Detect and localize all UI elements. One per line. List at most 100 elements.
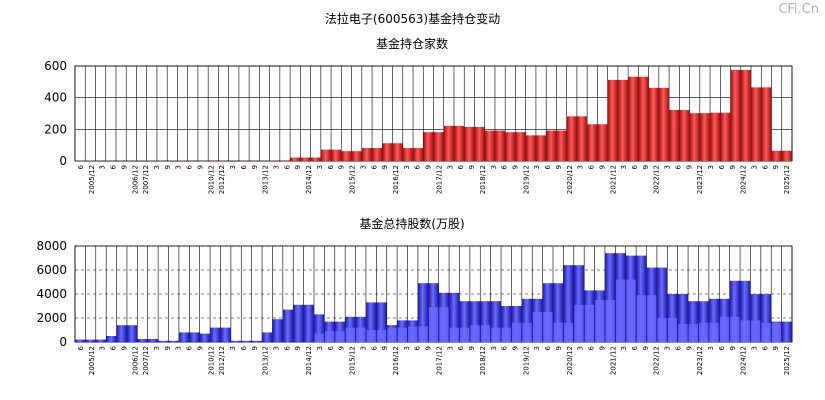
chart1-bar — [597, 124, 608, 161]
chart2-xtick-label: 3 — [664, 346, 672, 350]
chart1-xtick-label: 3 — [175, 165, 183, 169]
chart1-xtick-label: 2025/12 — [783, 165, 791, 194]
chart2-xtick-label: 6 — [544, 345, 552, 350]
chart2-xtick-label: 9 — [338, 346, 346, 350]
chart1-xtick-label: 3 — [99, 165, 107, 169]
chart2-xtick-label: 3 — [272, 346, 280, 350]
chart1-bar — [679, 110, 690, 161]
chart2-overlay-bar — [501, 327, 511, 342]
chart2-bar — [95, 339, 107, 342]
chart2-xtick-label: 3 — [316, 346, 324, 350]
chart1-bar — [638, 76, 649, 161]
chart1-xtick-label: 2022/12 — [653, 165, 661, 194]
chart1-bar — [372, 148, 383, 161]
chart2-bar — [220, 327, 231, 342]
chart2-overlay-bar — [771, 322, 782, 342]
chart1-bar — [669, 110, 680, 161]
chart2-xtick-label: 9 — [555, 346, 563, 350]
chart1-bar — [607, 79, 618, 161]
chart2-overlay-bar — [615, 279, 626, 342]
chart1-ytick-label: 400 — [44, 91, 67, 105]
chart2-overlay-bar — [667, 318, 678, 342]
chart2-overlay-bar — [397, 327, 408, 342]
chart2-ytick-label: 2000 — [36, 311, 67, 325]
chart1-bar — [331, 149, 342, 161]
chart1-xtick-label: 2012/12 — [218, 165, 226, 194]
chart2-xtick-label: 2023/12 — [696, 346, 704, 375]
chart2-xtick-label: 2024/12 — [740, 346, 748, 375]
chart2-overlay-bar — [626, 279, 636, 342]
chart2-bar — [480, 301, 491, 342]
chart1-bar — [351, 151, 362, 161]
chart2-xtick-label: 2006/12 — [131, 346, 139, 375]
chart2-xtick-label: 9 — [729, 346, 737, 350]
chart1-xtick-label: 9 — [120, 165, 128, 169]
chart2-overlay-bar — [418, 326, 428, 342]
chart1-bar — [494, 130, 506, 161]
chart2-xtick-label: 2025/12 — [783, 346, 791, 375]
chart1-bar — [423, 132, 434, 161]
chart1-xtick-label: 9 — [164, 165, 172, 169]
chart1-xtick-label: 9 — [642, 165, 650, 169]
chart2-xtick-label: 9 — [164, 346, 172, 350]
chart1-xtick-label: 9 — [511, 165, 519, 169]
chart2-xtick-label: 9 — [642, 346, 650, 350]
chart2-xtick-label: 6 — [674, 345, 682, 350]
chart2-title: 基金总持股数(万股) — [359, 216, 464, 231]
chart2-bar — [210, 327, 221, 342]
chart1-xtick-label: 2018/12 — [479, 165, 487, 194]
chart1-xtick-label: 6 — [588, 164, 596, 169]
chart1-bar — [556, 130, 567, 161]
chart2-bar — [708, 298, 720, 342]
chart2-xtick-label: 9 — [251, 346, 259, 350]
chart1-bar — [751, 87, 762, 161]
chart2-xtick-label: 3 — [533, 346, 541, 350]
chart1-xtick-label: 3 — [359, 165, 367, 169]
chart2-xtick-label: 3 — [750, 346, 758, 350]
chart2-bar — [501, 306, 512, 342]
chart2-overlay-bar — [376, 330, 387, 342]
chart2-xtick-label: 2014/12 — [305, 346, 313, 375]
chart2-bar — [729, 280, 741, 342]
chart1-title: 基金持仓家数 — [376, 36, 448, 51]
chart2-bar — [230, 340, 242, 342]
chart2-bar — [116, 325, 127, 342]
chart1-bar — [658, 87, 670, 161]
chart2-xtick-label: 2017/12 — [435, 346, 443, 375]
chart1-xtick-label: 3 — [707, 165, 715, 169]
chart2-bar — [293, 304, 304, 342]
chart2-overlay-bar — [522, 322, 532, 342]
chart2-overlay-bar — [366, 330, 376, 342]
chart2-bar — [168, 340, 179, 342]
chart1-xtick-label: 9 — [251, 165, 259, 169]
chart2-xtick-label: 6 — [761, 345, 769, 350]
chart2-bar — [106, 336, 117, 342]
chart2-overlay-bar — [678, 324, 688, 342]
chart2-xtick-label: 6 — [718, 345, 726, 350]
chart1-bar — [515, 132, 526, 161]
chart2-bar — [469, 301, 481, 342]
chart2-ytick-label: 6000 — [36, 263, 67, 277]
chart2-bar — [314, 314, 325, 342]
chart2-xtick-label: 2010/12 — [207, 346, 215, 375]
chart2-overlay-bar — [761, 322, 771, 342]
chart1-bar — [771, 150, 782, 161]
page-title: 法拉电子(600563)基金持仓变动 — [324, 12, 501, 26]
chart2-xtick-label: 2015/12 — [349, 346, 357, 375]
chart1-bar — [453, 125, 465, 161]
chart1-xtick-label: 9 — [338, 165, 346, 169]
chart2-xtick-label: 2021/12 — [609, 346, 617, 375]
chart2-xtick-label: 3 — [403, 346, 411, 350]
chart1-bar — [587, 124, 598, 161]
chart2-overlay-bar — [491, 327, 501, 342]
chart2-bar — [147, 339, 159, 342]
chart2-overlay-bar — [657, 318, 667, 342]
chart2-overlay-bar — [605, 300, 615, 342]
chart2-xtick-label: 9 — [598, 346, 606, 350]
chart1-bar — [535, 135, 547, 161]
chart2-overlay-bar — [584, 304, 595, 342]
chart2-xtick-label: 9 — [196, 346, 204, 350]
chart1-xtick-label: 9 — [685, 165, 693, 169]
chart2-bar — [521, 298, 533, 342]
chart1-xtick-label: 6 — [283, 164, 291, 169]
